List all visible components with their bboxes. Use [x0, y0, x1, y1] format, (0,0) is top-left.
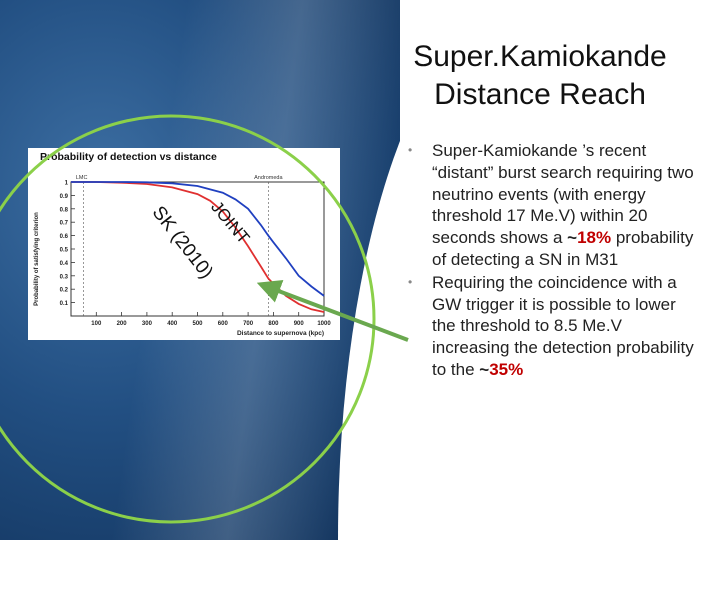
y-tick-label: 1 [65, 181, 69, 187]
y-tick-label: 0.6 [60, 234, 69, 240]
x-tick-label: 500 [192, 321, 203, 327]
title-line-1: Super.Kamiokande [413, 40, 667, 73]
highlight-circle [0, 114, 376, 524]
y-tick-label: 0.5 [60, 248, 69, 254]
y-axis-label: Probability of satisfying criterion [34, 212, 40, 306]
x-tick-label: 600 [218, 321, 229, 327]
y-tick-label: 0.4 [60, 261, 69, 267]
y-tick-label: 0.3 [60, 274, 69, 280]
highlight-value: 18% [577, 228, 612, 248]
bullet-marker: • [408, 143, 413, 157]
y-tick-label: 0.8 [60, 207, 69, 213]
bullet-text: Requiring the coincidence with a GW trig… [432, 272, 694, 379]
y-tick-label: 0.9 [60, 194, 69, 200]
distance-marker-label: Andromeda [254, 175, 283, 181]
distance-marker-label: LMC [76, 175, 88, 181]
series-line-1 [71, 181, 325, 297]
x-tick-label: 400 [167, 321, 178, 327]
chart-title: Probability of detection vs distance [40, 151, 217, 163]
slide-title: Super.Kamiokande Distance Reach [390, 38, 690, 114]
y-tick-label: 0.2 [60, 288, 69, 294]
bullet-list: • Super-Kamiokande ’s recent “distant” bu… [400, 140, 700, 381]
x-tick-label: 200 [117, 321, 128, 327]
bullet-item: • Requiring the coincidence with a GW tri… [400, 272, 700, 381]
y-tick-label: 0.7 [60, 221, 69, 227]
title-line-2: Distance Reach [434, 78, 646, 111]
bullet-text: probability of detecting a SN in M31 [432, 228, 694, 269]
bullet-text: ~ [479, 359, 490, 379]
bullet-text: Super-Kamiokande ’s recent “distant” bur… [432, 141, 694, 248]
x-tick-label: 100 [91, 321, 102, 327]
y-tick-label: 0.1 [60, 301, 69, 307]
bullet-item: • Super-Kamiokande ’s recent “distant” bu… [400, 140, 700, 271]
bullet-text: ~ [567, 228, 578, 248]
highlight-value: 35% [489, 359, 524, 379]
x-tick-label: 300 [142, 321, 153, 327]
x-tick-label: 700 [243, 321, 254, 327]
bullet-marker: • [408, 274, 413, 289]
